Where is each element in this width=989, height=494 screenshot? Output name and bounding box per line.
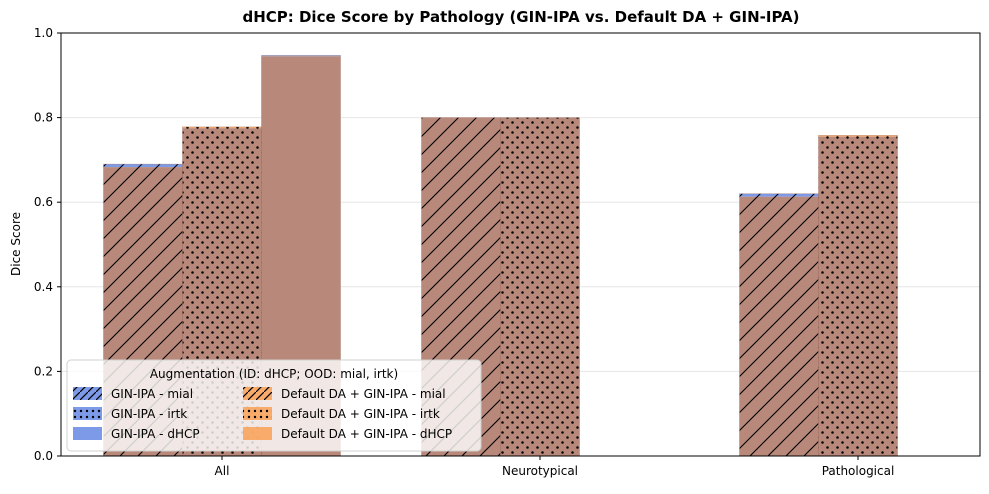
x-tick-label: All — [215, 464, 230, 478]
y-tick-label: 0.2 — [34, 364, 53, 378]
legend-swatch — [73, 427, 102, 440]
chart-title: dHCP: Dice Score by Pathology (GIN-IPA v… — [242, 8, 799, 26]
legend-swatch-pattern — [73, 407, 102, 420]
legend-swatch-pattern — [243, 407, 272, 420]
bar-pattern — [818, 135, 898, 456]
bar-pattern — [500, 117, 580, 456]
y-tick-label: 1.0 — [34, 26, 53, 40]
bar-pattern — [739, 193, 819, 457]
legend-label: GIN-IPA - mial — [111, 387, 193, 401]
y-tick-label: 0.8 — [34, 111, 53, 125]
legend-label: Default DA + GIN-IPA - mial — [281, 387, 446, 401]
legend-box — [66, 359, 482, 452]
x-tick-label: Neurotypical — [502, 464, 578, 478]
y-axis-label: Dice Score — [9, 212, 23, 276]
legend-title: Augmentation (ID: dHCP; OOD: mial, irtk) — [150, 367, 398, 381]
legend: Augmentation (ID: dHCP; OOD: mial, irtk)… — [66, 359, 482, 452]
bar-cap — [261, 55, 341, 57]
y-tick-label: 0.0 — [34, 449, 53, 463]
y-tick-label: 0.4 — [34, 280, 53, 294]
legend-label: GIN-IPA - irtk — [111, 407, 187, 421]
legend-label: GIN-IPA - dHCP — [111, 427, 200, 441]
legend-swatch — [243, 427, 272, 440]
y-tick-label: 0.6 — [34, 195, 53, 209]
plot-frame — [60, 32, 981, 457]
legend-swatch-pattern — [243, 387, 272, 400]
legend-swatch-pattern — [73, 387, 102, 400]
legend-label: Default DA + GIN-IPA - dHCP — [281, 427, 452, 441]
axes: 0.0 0.2 0.4 0.6 0.8 1.0 All Neurotypical Patholo… — [34, 26, 981, 478]
legend-label: Default DA + GIN-IPA - irtk — [281, 407, 440, 421]
x-tick-label: Pathological — [822, 464, 895, 478]
